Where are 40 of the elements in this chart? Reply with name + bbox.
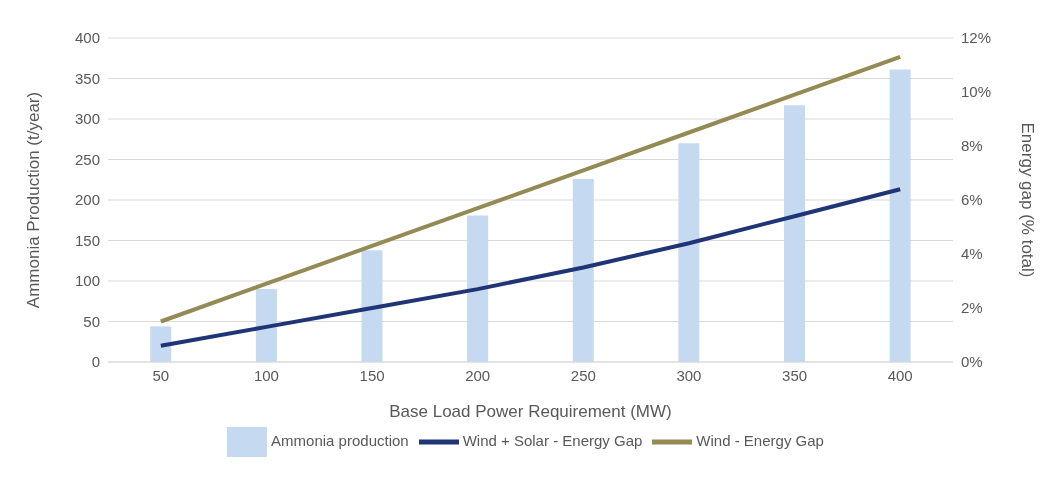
y2-tick-label: 12% xyxy=(961,29,992,47)
y2-tick-label: 4% xyxy=(961,245,983,263)
x-axis-title: Base Load Power Requirement (MW) xyxy=(389,402,672,421)
y-tick-label: 100 xyxy=(74,272,100,290)
y2-tick-label: 0% xyxy=(961,353,983,371)
x-tick-label: 200 xyxy=(465,366,491,384)
bar xyxy=(361,250,383,362)
legend-label: Wind + Solar - Energy Gap xyxy=(462,431,643,449)
y2-tick-label: 10% xyxy=(961,83,992,101)
x-tick-label: 100 xyxy=(253,366,279,384)
bar xyxy=(150,326,172,362)
y-axis-title: Ammonia Production (t/year) xyxy=(24,91,44,309)
y2-axis-title: Energy gap (% total) xyxy=(1017,122,1037,278)
bar xyxy=(678,143,700,362)
y-tick-label: 200 xyxy=(74,191,100,209)
bar xyxy=(572,178,594,362)
x-tick-label: 150 xyxy=(359,366,385,384)
bar xyxy=(255,289,277,362)
legend-label: Ammonia production xyxy=(271,431,409,449)
y-tick-label: 300 xyxy=(74,110,100,128)
y-tick-label: 400 xyxy=(74,29,100,47)
x-tick-label: 400 xyxy=(887,366,913,384)
y-tick-label: 350 xyxy=(74,69,100,87)
y2-tick-label: 2% xyxy=(961,299,983,317)
y2-tick-label: 8% xyxy=(961,137,983,155)
x-tick-label: 300 xyxy=(676,366,702,384)
bar xyxy=(467,215,489,362)
y-tick-label: 150 xyxy=(74,231,100,249)
bar xyxy=(784,105,805,362)
x-tick-label: 50 xyxy=(152,366,170,384)
line-series xyxy=(158,187,903,348)
y-tick-label: 0 xyxy=(91,353,100,371)
legend-label: Wind - Energy Gap xyxy=(696,431,824,449)
y2-tick-label: 6% xyxy=(961,191,983,209)
y-tick-label: 250 xyxy=(74,150,100,168)
x-tick-label: 250 xyxy=(570,366,596,384)
x-tick-label: 350 xyxy=(782,366,808,384)
line-series xyxy=(158,54,903,324)
y-tick-label: 50 xyxy=(83,312,100,330)
bar xyxy=(889,69,911,362)
